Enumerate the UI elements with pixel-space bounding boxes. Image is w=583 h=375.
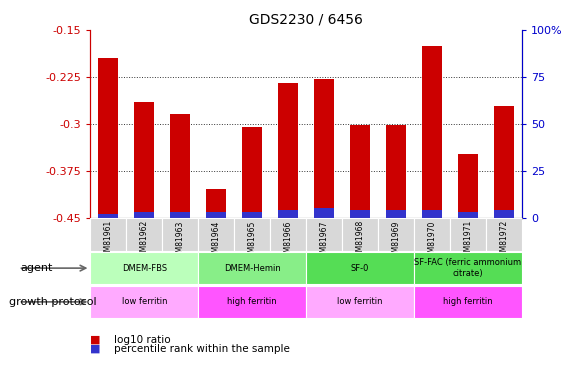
Text: DMEM-FBS: DMEM-FBS [122,264,167,273]
Text: SF-0: SF-0 [351,264,369,273]
Bar [306,217,342,251]
Text: GSM81968: GSM81968 [356,220,364,261]
Text: DMEM-Hemin: DMEM-Hemin [224,264,280,273]
Bar [135,212,154,217]
Bar [198,286,306,318]
Bar [458,154,477,218]
Bar [278,83,298,218]
Bar [162,217,198,251]
Bar [494,106,514,218]
Text: GSM81964: GSM81964 [212,220,221,262]
Text: log10 ratio: log10 ratio [114,335,170,345]
Bar [486,217,522,251]
Bar [243,212,262,217]
Bar [90,286,198,318]
Text: GSM81963: GSM81963 [175,220,185,262]
Text: growth protocol: growth protocol [9,297,96,307]
Bar [270,217,306,251]
Bar [135,102,154,218]
Text: low ferritin: low ferritin [337,297,383,306]
Bar [386,210,406,218]
Bar [378,217,414,251]
Text: ■: ■ [90,335,101,345]
Bar [170,114,190,218]
Bar [350,125,370,217]
Bar [127,217,162,251]
Bar [422,210,442,218]
Text: GSM81970: GSM81970 [427,220,437,262]
Text: GSM81969: GSM81969 [391,220,401,262]
Text: high ferritin: high ferritin [443,297,493,306]
Text: SF-FAC (ferric ammonium
citrate): SF-FAC (ferric ammonium citrate) [415,258,521,278]
Bar [314,208,334,218]
Title: GDS2230 / 6456: GDS2230 / 6456 [249,12,363,26]
Bar [278,210,298,218]
Bar [306,252,414,284]
Bar [90,252,198,284]
Text: high ferritin: high ferritin [227,297,277,306]
Bar [198,217,234,251]
Bar [170,212,190,217]
Bar [422,46,442,218]
Bar [386,125,406,217]
Bar [414,252,522,284]
Text: percentile rank within the sample: percentile rank within the sample [114,344,290,354]
Text: GSM81961: GSM81961 [104,220,113,261]
Text: GSM81966: GSM81966 [283,220,293,262]
Bar [350,210,370,218]
Text: agent: agent [20,263,53,273]
Bar [99,214,118,217]
Bar [206,189,226,217]
Bar [90,217,127,251]
Text: ■: ■ [90,344,101,354]
Bar [314,79,334,218]
Bar [234,217,270,251]
Text: GSM81967: GSM81967 [319,220,329,262]
Bar [306,286,414,318]
Bar [458,212,477,217]
Bar [494,210,514,218]
Bar [450,217,486,251]
Bar [198,252,306,284]
Bar [99,58,118,217]
Bar [414,286,522,318]
Text: GSM81972: GSM81972 [499,220,508,261]
Bar [206,212,226,217]
Text: low ferritin: low ferritin [121,297,167,306]
Text: GSM81962: GSM81962 [140,220,149,261]
Bar [243,127,262,218]
Text: GSM81971: GSM81971 [463,220,472,261]
Text: GSM81965: GSM81965 [248,220,257,262]
Bar [342,217,378,251]
Bar [414,217,450,251]
